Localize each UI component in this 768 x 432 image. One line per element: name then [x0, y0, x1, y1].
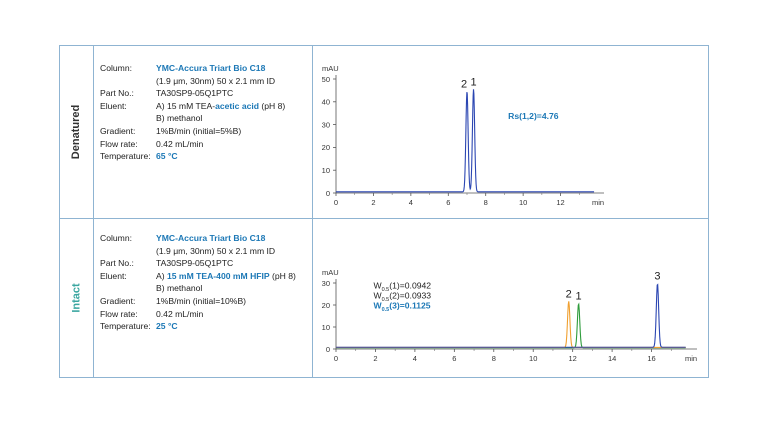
annotation: Rs(1,2)=4.76 — [508, 111, 559, 121]
annotation-rest: (2)=0.0933 — [389, 290, 431, 300]
y-tick-label: 30 — [322, 279, 330, 288]
intact-label: Intact — [70, 283, 83, 313]
comparison-table: Denatured Intact Column: YMC-Accura Triar… — [59, 45, 709, 378]
condition-label: Eluent: — [100, 100, 127, 111]
row-divider — [60, 218, 708, 219]
condition-label: Part No.: — [100, 88, 134, 99]
annotation: W0.5(3)=0.1125 — [373, 300, 430, 313]
condition-value: YMC-Accura Triart Bio C18 — [156, 63, 266, 73]
condition-label: Part No.: — [100, 258, 134, 269]
condition-value: 65 °C — [156, 151, 178, 162]
annotation: W0.5(1)=0.0942 — [373, 281, 431, 294]
condition-label: Flow rate: — [100, 138, 138, 149]
y-tick-label: 10 — [322, 166, 330, 175]
x-tick-label: 4 — [409, 198, 413, 207]
x-tick-label: 0 — [334, 354, 338, 363]
condition-label: Temperature: — [100, 151, 151, 162]
condition-value: 0.42 mL/min — [156, 308, 204, 319]
x-tick-label: 10 — [529, 354, 537, 363]
x-tick-label: 6 — [446, 198, 450, 207]
condition-value: A) 15 mM TEA-acetic acid (pH 8) — [156, 100, 285, 113]
condition-label: Temperature: — [100, 321, 151, 332]
x-tick-label: 4 — [413, 354, 417, 363]
x-axis-label: min — [685, 354, 697, 363]
annotation-main: W — [373, 290, 382, 300]
condition-label: Eluent: — [100, 270, 127, 281]
condition-value: TA30SP9-05Q1PTC — [156, 258, 234, 269]
x-tick-label: 10 — [519, 198, 527, 207]
annotation-main: W — [373, 281, 382, 291]
annotation-subscript: 0.5 — [382, 287, 390, 293]
x-tick-label: 12 — [568, 354, 576, 363]
condition-value: (1.9 μm, 30nm) 50 x 2.1 mm ID — [156, 75, 276, 86]
condition-label: Gradient: — [100, 125, 136, 136]
y-tick-label: 0 — [326, 345, 330, 354]
peak-label: 2 — [566, 288, 572, 300]
highlighted-text: acetic acid — [215, 100, 260, 111]
x-tick-label: 8 — [484, 198, 488, 207]
peak-label: 1 — [576, 291, 582, 303]
conditions-column-divider — [312, 46, 313, 377]
text-part: (pH 8) — [269, 270, 296, 281]
condition-value: (1.9 μm, 30nm) 50 x 2.1 mm ID — [156, 245, 276, 256]
annotation: W0.5(2)=0.0933 — [373, 290, 431, 303]
x-tick-label: 8 — [492, 354, 496, 363]
denatured-label: Denatured — [70, 104, 83, 160]
series-line — [336, 283, 686, 348]
condition-value: 0.42 mL/min — [156, 138, 204, 149]
text-part: (pH 8) — [259, 100, 286, 111]
y-axis-label: mAU — [322, 64, 339, 73]
x-tick-label: 16 — [647, 354, 655, 363]
x-tick-label: 0 — [334, 198, 338, 207]
text-part: A) 15 mM TEA- — [156, 100, 216, 111]
annotation-rest: (3)=0.1125 — [389, 300, 431, 310]
x-axis-label: min — [592, 198, 604, 207]
y-axis-label: mAU — [322, 268, 339, 277]
condition-value: YMC-Accura Triart Bio C18 — [156, 233, 266, 243]
condition-value: 1%B/min (initial=10%B) — [156, 295, 247, 306]
text-part: A) — [156, 270, 167, 281]
condition-value: A) 15 mM TEA-400 mM HFIP (pH 8) — [156, 270, 296, 283]
x-tick-label: 2 — [373, 354, 377, 363]
y-tick-label: 20 — [322, 301, 330, 310]
x-tick-label: 2 — [371, 198, 375, 207]
condition-value: TA30SP9-05Q1PTC — [156, 88, 234, 99]
condition-value: 25 °C — [156, 321, 178, 332]
label-column-divider — [93, 46, 94, 377]
condition-value: 1%B/min (initial=5%B) — [156, 125, 242, 136]
y-tick-label: 0 — [326, 189, 330, 198]
y-tick-label: 40 — [322, 98, 330, 107]
condition-label: Gradient: — [100, 295, 136, 306]
annotation-subscript: 0.5 — [382, 307, 390, 313]
x-tick-label: 14 — [608, 354, 616, 363]
series-line — [336, 89, 595, 193]
peak-label: 3 — [654, 270, 660, 282]
annotation-subscript: 0.5 — [382, 297, 390, 303]
y-tick-label: 20 — [322, 143, 330, 152]
y-tick-label: 10 — [322, 323, 330, 332]
peak-label: 1 — [470, 76, 476, 88]
x-tick-label: 12 — [556, 198, 564, 207]
row-label-intact: Intact — [60, 218, 93, 378]
y-tick-label: 30 — [322, 120, 330, 129]
condition-label: Column: — [100, 63, 132, 73]
row-label-denatured: Denatured — [60, 46, 93, 218]
condition-label: Column: — [100, 233, 132, 243]
y-tick-label: 50 — [322, 75, 330, 84]
annotation-main: W — [373, 300, 382, 310]
highlighted-text: 15 mM TEA-400 mM HFIP — [166, 270, 270, 281]
peak-label: 2 — [461, 79, 467, 91]
condition-value: B) methanol — [156, 283, 203, 294]
condition-value: B) methanol — [156, 113, 203, 124]
x-tick-label: 6 — [452, 354, 456, 363]
condition-label: Flow rate: — [100, 308, 138, 319]
annotation-rest: (1)=0.0942 — [389, 281, 431, 291]
